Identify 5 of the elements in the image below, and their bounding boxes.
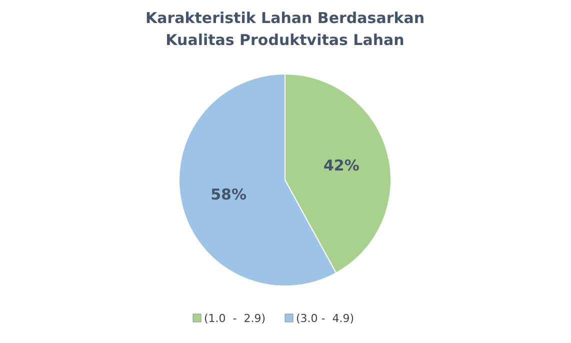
- data-label: 42%: [324, 156, 360, 174]
- chart-title: Karakteristik Lahan Berdasarkan Kualitas Produktvitas Lahan: [145, 9, 425, 49]
- legend-label: (1.0 - 2.9): [204, 312, 266, 325]
- data-label: 58%: [210, 186, 246, 204]
- legend-label: (3.0 - 4.9): [296, 312, 354, 325]
